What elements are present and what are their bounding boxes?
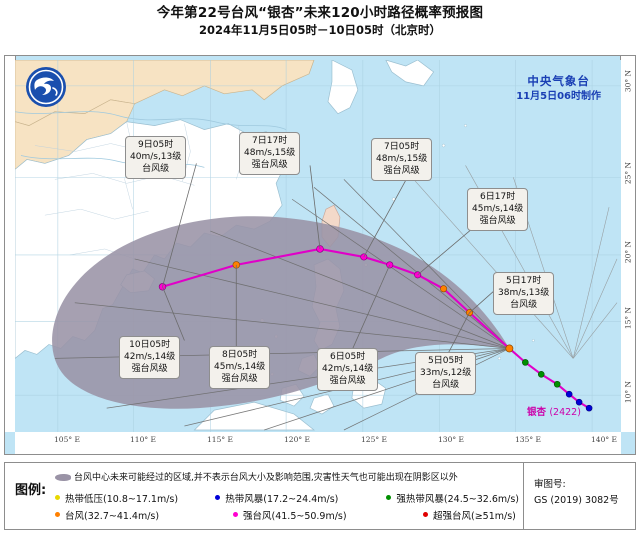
callout-wind: 45m/s,14级 — [472, 204, 524, 214]
legend-dot-sts-icon — [386, 495, 392, 500]
callout-category: 台风级 — [432, 380, 460, 390]
cone-swatch-icon — [55, 474, 71, 481]
legend-categories: 热带低压(10.8~17.1m/s) 热带风暴(17.2~24.4m/s) 强热… — [55, 489, 519, 523]
legend-cone-note-row: 台风中心未来可能经过的区域,并不表示台风大小及影响范围,灾害性天气也可能出现在阴… — [55, 472, 519, 485]
callout-category: 强台风级 — [383, 166, 420, 176]
legend-label-ts: 热带风暴(17.2~24.4m/s) — [225, 493, 339, 505]
callout-category: 强台风级 — [329, 376, 366, 386]
legend-label-super: 超强台风(≥51m/s) — [433, 510, 516, 522]
legend-label-sts: 强热带风暴(24.5~32.6m/s) — [396, 493, 519, 505]
title-secondary: 2024年11月5日05时－10日05时（北京时） — [198, 23, 442, 37]
map-canvas[interactable]: 9日05时 40m/s,13级 台风级 7日17时 48m/s,15级 强台风级… — [15, 60, 621, 432]
callout-time: 7日05时 — [384, 142, 420, 152]
latitude-axis-right: 30° N 25° N 20° N 15° N 10° N — [620, 56, 635, 432]
legend-panel: 图例: 台风中心未来可能经过的区域,并不表示台风大小及影响范围,灾害性天气也可能… — [4, 462, 636, 530]
callout-time: 8日05时 — [222, 350, 258, 360]
legend-cone-note: 台风中心未来可能经过的区域,并不表示台风大小及影响范围,灾害性天气也可能出现在阴… — [74, 473, 458, 483]
legend-title: 图例: — [15, 483, 47, 498]
lon-tick-105e: 105° E — [54, 435, 80, 444]
legend-dot-ts-icon — [215, 495, 221, 500]
callout-time: 6日05时 — [330, 352, 366, 362]
forecast-callout-9d05[interactable]: 9日05时 40m/s,13级 台风级 — [125, 136, 187, 179]
legend-item-super: 超强台风(≥51m/s) — [423, 508, 516, 522]
title-primary: 今年第22号台风“银杏”未来120小时路径概率预报图 — [156, 5, 484, 21]
callout-time: 9日05时 — [138, 140, 174, 150]
callout-wind: 33m/s,12级 — [420, 368, 472, 378]
forecast-callout-5d17[interactable]: 5日17时 38m/s,13级 台风级 — [493, 272, 555, 315]
callout-wind: 45m/s,14级 — [214, 362, 266, 372]
callout-category: 强台风级 — [251, 160, 288, 170]
lat-tick-30n: 30° N — [623, 69, 633, 93]
forecast-callout-5d05[interactable]: 5日05时 33m/s,12级 台风级 — [415, 352, 477, 395]
legend-label-td: 热带低压(10.8~17.1m/s) — [65, 493, 179, 505]
callout-category: 台风级 — [142, 164, 170, 174]
observed-track-line — [508, 347, 590, 410]
cma-dragon-logo-icon — [26, 67, 66, 107]
legend-main: 图例: 台风中心未来可能经过的区域,并不表示台风大小及影响范围,灾害性天气也可能… — [5, 463, 523, 529]
forecast-callout-6d05[interactable]: 6日05时 42m/s,14级 强台风级 — [317, 348, 379, 391]
storm-number-text: (2422) — [549, 407, 581, 418]
lat-tick-25n: 25° N — [623, 161, 633, 185]
legend-row-1: 热带低压(10.8~17.1m/s) 热带风暴(17.2~24.4m/s) 强热… — [55, 489, 519, 506]
lat-tick-10n: 10° N — [623, 380, 633, 404]
legend-label-sty: 强台风(41.5~50.9m/s) — [243, 510, 347, 522]
callout-category: 强台风级 — [131, 364, 168, 374]
longitude-axis: 105° E 110° E 115° E 120° E 125° E 130° … — [15, 431, 621, 454]
legend-dot-td-icon — [55, 495, 60, 500]
callout-wind: 38m/s,13级 — [498, 288, 550, 298]
lon-tick-125e: 125° E — [361, 435, 387, 444]
storm-name-label: 银杏 (2422) — [527, 404, 581, 418]
lon-tick-110e: 110° E — [130, 435, 156, 444]
storm-name-text: 银杏 — [527, 407, 547, 418]
lon-tick-130e: 130° E — [438, 435, 464, 444]
chart-title: 今年第22号台风“银杏”未来120小时路径概率预报图 2024年11月5日05时… — [0, 4, 640, 39]
forecast-callout-6d17[interactable]: 6日17时 45m/s,14级 强台风级 — [467, 188, 529, 231]
callout-time: 10日05时 — [129, 340, 171, 350]
agency-block: 中央气象台 11月5日06时制作 — [516, 74, 601, 104]
legend-dot-sty-icon — [233, 512, 238, 517]
legend-item-ts: 热带风暴(17.2~24.4m/s) — [215, 491, 386, 505]
legend-dot-ty-icon — [55, 512, 60, 517]
legend-item-sty: 强台风(41.5~50.9m/s) — [233, 508, 423, 522]
audit-panel: 审图号: GS (2019) 3082号 — [523, 463, 635, 529]
lon-tick-140e: 140° E — [591, 435, 617, 444]
callout-wind: 48m/s,15级 — [376, 154, 428, 164]
callout-time: 5日17时 — [506, 276, 542, 286]
callout-time: 6日17时 — [480, 192, 516, 202]
lon-tick-120e: 120° E — [284, 435, 310, 444]
legend-item-ty: 台风(32.7~41.4m/s) — [55, 508, 233, 522]
forecast-callout-8d05[interactable]: 8日05时 45m/s,14级 强台风级 — [209, 346, 271, 389]
callout-time: 5日05时 — [428, 356, 464, 366]
lat-tick-20n: 20° N — [623, 240, 633, 264]
legend-dot-super-icon — [423, 512, 428, 517]
lon-tick-115e: 115° E — [207, 435, 233, 444]
agency-issue-time: 11月5日06时制作 — [516, 91, 601, 102]
callout-category: 台风级 — [510, 300, 538, 310]
legend-item-td: 热带低压(10.8~17.1m/s) — [55, 491, 215, 505]
callout-wind: 42m/s,14级 — [322, 364, 374, 374]
map-frame[interactable]: 30° N 25° N 20° N 15° N 10° N 105° E 110… — [4, 55, 636, 455]
callout-wind: 42m/s,14级 — [124, 352, 176, 362]
lon-tick-135e: 135° E — [515, 435, 541, 444]
legend-item-sts: 强热带风暴(24.5~32.6m/s) — [386, 491, 519, 505]
legend-row-2: 台风(32.7~41.4m/s) 强台风(41.5~50.9m/s) 超强台风(… — [55, 506, 519, 523]
forecast-callout-10d05[interactable]: 10日05时 42m/s,14级 强台风级 — [119, 336, 181, 379]
forecast-callout-7d17[interactable]: 7日17时 48m/s,15级 强台风级 — [239, 132, 301, 175]
audit-number: GS (2019) 3082号 — [534, 495, 619, 506]
callout-wind: 40m/s,13级 — [130, 152, 182, 162]
lat-tick-15n: 15° N — [623, 306, 633, 330]
callout-category: 强台风级 — [479, 216, 516, 226]
callout-wind: 48m/s,15级 — [244, 148, 296, 158]
agency-name: 中央气象台 — [527, 74, 590, 88]
legend-label-ty: 台风(32.7~41.4m/s) — [65, 510, 160, 522]
callout-time: 7日17时 — [252, 136, 288, 146]
callout-category: 强台风级 — [221, 374, 258, 384]
forecast-callout-7d05[interactable]: 7日05时 48m/s,15级 强台风级 — [371, 138, 433, 181]
audit-label: 审图号: — [534, 479, 566, 490]
